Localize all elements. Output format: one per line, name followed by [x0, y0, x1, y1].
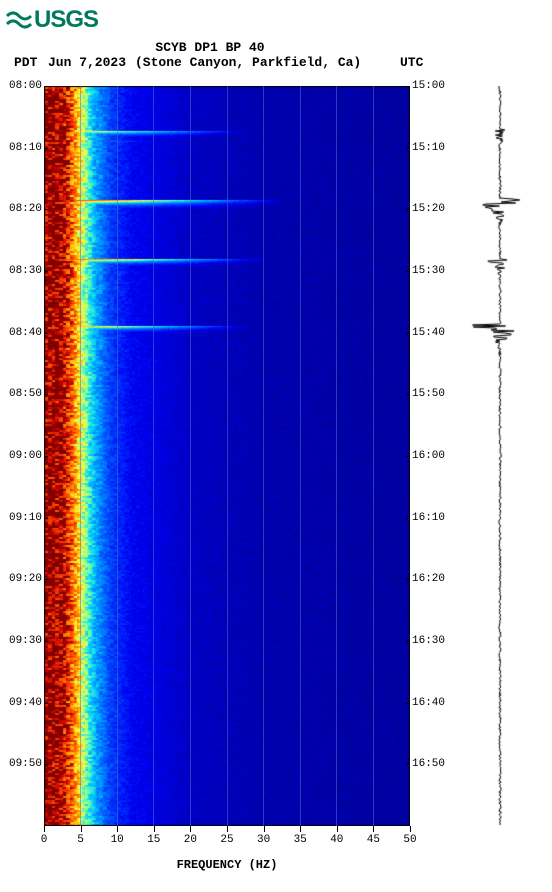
y-tick-mark	[44, 209, 48, 210]
x-tick-mark	[373, 826, 374, 832]
y-axis-left-pdt: 08:0008:1008:2008:3008:4008:5009:0009:10…	[0, 86, 42, 826]
x-tick-label: 50	[403, 834, 416, 846]
pdt-time-label: 08:50	[9, 388, 42, 400]
x-tick-label: 30	[257, 834, 270, 846]
utc-time-label: 15:20	[412, 203, 445, 215]
utc-label: UTC	[400, 55, 423, 70]
y-tick-mark	[406, 86, 410, 87]
pdt-time-label: 09:20	[9, 573, 42, 585]
y-tick-mark	[44, 579, 48, 580]
seismogram-trace	[460, 86, 540, 826]
utc-time-label: 16:10	[412, 512, 445, 524]
x-tick-label: 20	[184, 834, 197, 846]
y-tick-mark	[406, 641, 410, 642]
pdt-time-label: 09:10	[9, 512, 42, 524]
y-tick-mark	[406, 764, 410, 765]
y-tick-mark	[406, 333, 410, 334]
x-tick-mark	[227, 826, 228, 832]
x-tick-label: 45	[367, 834, 380, 846]
y-tick-mark	[44, 456, 48, 457]
x-tick-mark	[337, 826, 338, 832]
usgs-text: USGS	[34, 6, 98, 34]
x-tick-label: 0	[41, 834, 48, 846]
utc-time-label: 15:00	[412, 80, 445, 92]
x-tick-mark	[300, 826, 301, 832]
wave-icon	[6, 8, 32, 32]
station-title: SCYB DP1 BP 40	[0, 40, 420, 55]
x-tick-mark	[154, 826, 155, 832]
y-tick-mark	[44, 518, 48, 519]
utc-time-label: 15:40	[412, 327, 445, 339]
y-tick-mark	[406, 209, 410, 210]
utc-time-label: 16:40	[412, 697, 445, 709]
x-axis-ticks: 05101520253035404550	[44, 86, 410, 826]
y-axis-right-utc: 15:0015:1015:2015:3015:4015:5016:0016:10…	[412, 86, 452, 826]
x-tick-label: 35	[294, 834, 307, 846]
pdt-time-label: 08:20	[9, 203, 42, 215]
utc-time-label: 15:50	[412, 388, 445, 400]
pdt-time-label: 09:00	[9, 450, 42, 462]
x-tick-mark	[264, 826, 265, 832]
y-tick-mark	[44, 641, 48, 642]
utc-time-label: 15:10	[412, 142, 445, 154]
usgs-logo: USGS	[6, 6, 98, 34]
y-tick-mark	[406, 456, 410, 457]
y-tick-mark	[44, 764, 48, 765]
x-tick-mark	[190, 826, 191, 832]
x-tick-mark	[410, 826, 411, 832]
pdt-time-label: 08:10	[9, 142, 42, 154]
x-tick-label: 5	[77, 834, 84, 846]
x-axis-label: FREQUENCY (HZ)	[44, 858, 410, 872]
x-tick-mark	[44, 826, 45, 832]
x-tick-label: 15	[147, 834, 160, 846]
pdt-time-label: 09:50	[9, 758, 42, 770]
pdt-time-label: 09:30	[9, 635, 42, 647]
y-tick-mark	[44, 394, 48, 395]
y-tick-mark	[406, 271, 410, 272]
y-tick-mark	[406, 394, 410, 395]
y-tick-mark	[44, 86, 48, 87]
y-tick-mark	[406, 703, 410, 704]
x-tick-mark	[81, 826, 82, 832]
utc-time-label: 16:50	[412, 758, 445, 770]
x-tick-label: 40	[330, 834, 343, 846]
y-tick-mark	[406, 579, 410, 580]
x-tick-label: 10	[111, 834, 124, 846]
utc-time-label: 16:20	[412, 573, 445, 585]
utc-time-label: 15:30	[412, 265, 445, 277]
pdt-time-label: 08:00	[9, 80, 42, 92]
y-tick-mark	[44, 271, 48, 272]
utc-time-label: 16:00	[412, 450, 445, 462]
utc-time-label: 16:30	[412, 635, 445, 647]
y-tick-mark	[44, 333, 48, 334]
pdt-time-label: 08:40	[9, 327, 42, 339]
x-tick-mark	[117, 826, 118, 832]
y-tick-mark	[406, 148, 410, 149]
y-tick-mark	[406, 518, 410, 519]
y-tick-mark	[44, 148, 48, 149]
pdt-time-label: 09:40	[9, 697, 42, 709]
x-tick-label: 25	[220, 834, 233, 846]
pdt-label: PDT	[14, 55, 37, 70]
date-label: Jun 7,2023	[48, 55, 126, 70]
y-tick-mark	[44, 703, 48, 704]
location-label: (Stone Canyon, Parkfield, Ca)	[135, 55, 361, 70]
pdt-time-label: 08:30	[9, 265, 42, 277]
spectrogram-plot: 05101520253035404550 FREQUENCY (HZ)	[44, 86, 410, 826]
